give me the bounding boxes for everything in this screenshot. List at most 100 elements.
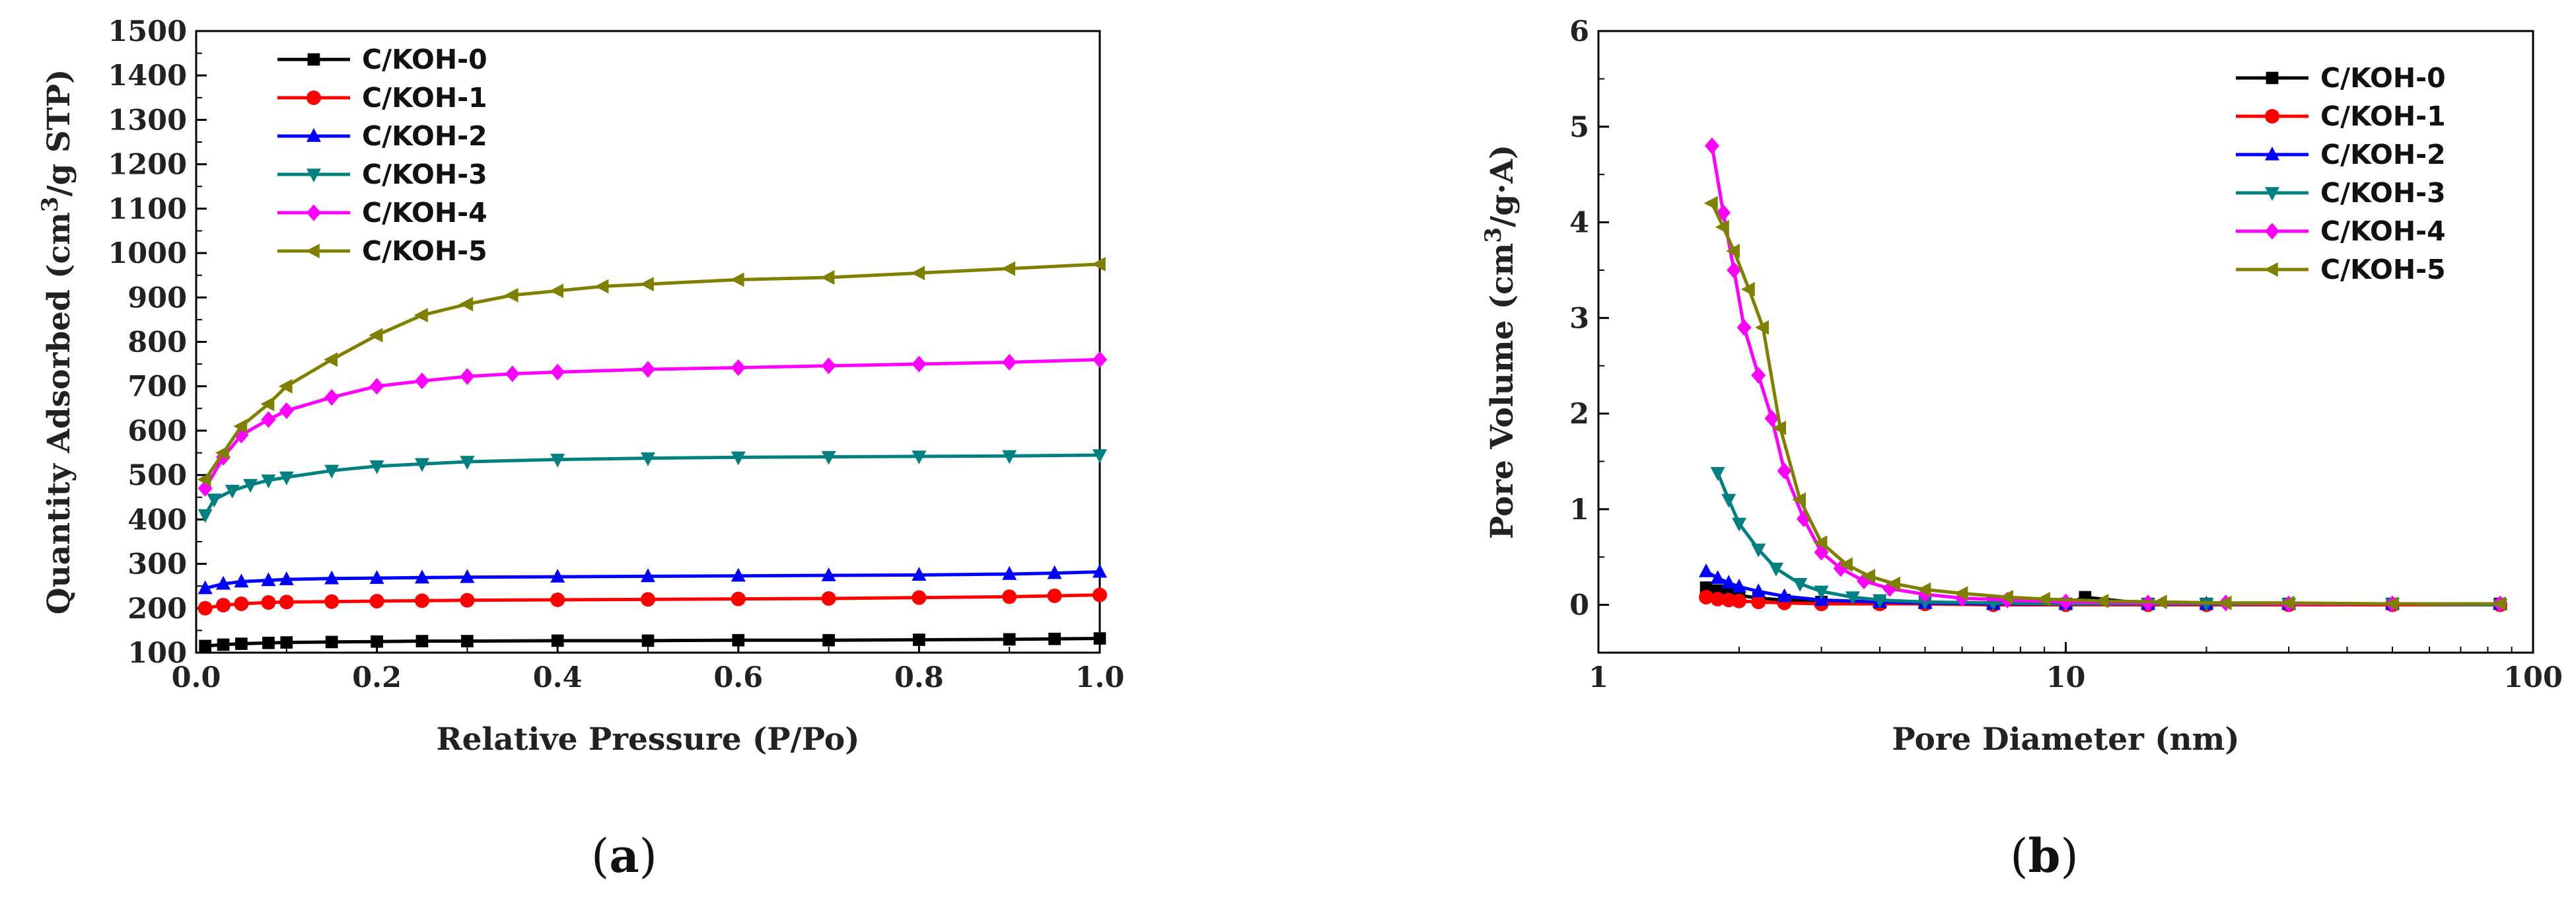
data-point-c-koh-0 (1003, 633, 1016, 646)
data-point-c-koh-1 (324, 594, 340, 609)
y-tick-label: 400 (127, 503, 187, 536)
y-tick-label: 600 (127, 415, 187, 448)
data-point-c-koh-5 (2217, 595, 2232, 610)
x-tick-label: 100 (2503, 661, 2563, 694)
data-point-c-koh-4 (324, 388, 340, 406)
data-point-c-koh-1 (197, 600, 213, 616)
series-line-c-koh-3 (1716, 472, 2501, 607)
data-point-c-koh-4 (731, 359, 746, 377)
data-point-c-koh-2 (279, 571, 294, 585)
panel-a-caption-letter: a (609, 828, 639, 883)
y-tick-label: 200 (127, 593, 187, 626)
data-point-c-koh-4 (821, 357, 836, 375)
data-point-c-koh-5 (1838, 557, 1853, 572)
data-point-c-koh-3 (279, 471, 294, 486)
data-point-c-koh-4 (505, 365, 520, 382)
data-point-c-koh-0 (280, 636, 293, 649)
y-tick-label: 300 (127, 548, 187, 581)
series-c-koh-4 (197, 351, 1107, 497)
data-point-c-koh-5 (1091, 256, 1106, 272)
data-point-c-koh-5 (1703, 196, 1718, 211)
x-tick-label: 0.2 (352, 661, 402, 694)
data-point-c-koh-0 (1048, 632, 1061, 645)
data-point-c-koh-3 (641, 452, 655, 466)
data-point-c-koh-3 (1845, 591, 1860, 606)
data-point-c-koh-0 (199, 639, 212, 653)
data-point-c-koh-0 (217, 638, 230, 651)
data-point-c-koh-5 (1001, 261, 1015, 276)
y-tick-label: 100 (127, 637, 187, 670)
data-point-c-koh-1 (912, 590, 927, 605)
data-point-c-koh-4 (1092, 351, 1107, 369)
legend-item-c-koh-0: C/KOH-0 (2236, 62, 2446, 94)
data-point-c-koh-4 (1002, 353, 1017, 371)
x-tick-label: 1.0 (1075, 661, 1125, 694)
data-point-c-koh-0 (913, 634, 925, 646)
panel-b-series-group (1699, 137, 2508, 613)
data-point-c-koh-4 (1727, 262, 1742, 279)
data-point-c-koh-3 (225, 484, 240, 499)
legend-swatch-marker (2265, 109, 2279, 124)
panel-a-legend: C/KOH-0 C/KOH-1 C/KOH-2 C/KOH-3 C/KOH-4 C/KOH… (277, 44, 487, 267)
legend-label: C/KOH-5 (362, 235, 487, 267)
data-point-c-koh-1 (279, 595, 294, 610)
y-tick-label: 700 (127, 371, 187, 404)
data-point-c-koh-1 (1047, 588, 1062, 603)
legend-item-c-koh-2: C/KOH-2 (2236, 139, 2446, 170)
data-point-c-koh-1 (550, 593, 565, 608)
data-point-c-koh-5 (1813, 535, 1828, 550)
panel-a-series-group (197, 256, 1107, 653)
data-point-c-koh-0 (415, 635, 429, 647)
legend-label: C/KOH-0 (362, 44, 487, 75)
y-tick-label: 1 (1569, 493, 1589, 526)
data-point-c-koh-2 (1092, 563, 1107, 578)
data-point-c-koh-3 (261, 474, 276, 489)
data-point-c-koh-5 (2280, 595, 2295, 610)
data-point-c-koh-2 (460, 569, 475, 583)
panel-b-caption: (b) (2010, 828, 2079, 883)
legend-item-c-koh-1: C/KOH-1 (277, 82, 487, 114)
data-point-c-koh-3 (369, 460, 384, 474)
data-point-c-koh-3 (1092, 449, 1107, 463)
data-point-c-koh-5 (1726, 243, 1740, 258)
data-point-c-koh-1 (1721, 593, 1736, 608)
data-point-c-koh-2 (1002, 565, 1017, 580)
data-point-c-koh-3 (1814, 585, 1829, 600)
y-tick-label: 1100 (108, 193, 187, 226)
data-point-c-koh-5 (730, 272, 744, 287)
series-line-c-koh-3 (203, 453, 1100, 516)
y-tick-label: 6 (1569, 15, 1589, 48)
panel-a-y-label-unit: /g STP) (41, 69, 77, 197)
data-point-c-koh-0 (1093, 632, 1106, 645)
data-point-c-koh-3 (1917, 596, 1933, 610)
legend-item-c-koh-3: C/KOH-3 (2236, 177, 2446, 209)
data-point-c-koh-4 (1777, 462, 1792, 480)
panel-b-y-axis-label: Pore Volume (cm3/g·A) (1480, 145, 1521, 539)
data-point-c-koh-0 (551, 634, 564, 647)
data-point-c-koh-1 (261, 595, 276, 610)
y-tick-label: 800 (127, 326, 187, 359)
series-line-c-koh-4 (1710, 145, 2501, 606)
data-point-c-koh-3 (550, 453, 565, 468)
panel-a-axis-ticks: 0.0 0.2 0.4 0.6 0.8 1.0 100 200 300 400 500 600 700 8… (108, 15, 1124, 694)
legend-item-c-koh-5: C/KOH-5 (277, 235, 487, 267)
data-point-c-koh-5 (594, 279, 609, 294)
data-point-c-koh-2 (550, 568, 565, 583)
data-point-c-koh-3 (1768, 562, 1783, 577)
x-tick-label: 1 (1589, 661, 1608, 694)
data-point-c-koh-3 (1793, 577, 1808, 592)
data-point-c-koh-1 (1699, 590, 1714, 605)
y-tick-label: 1300 (108, 104, 187, 137)
data-point-c-koh-5 (197, 472, 211, 487)
data-point-c-koh-3 (1751, 543, 1766, 558)
y-tick-label: 1200 (108, 149, 187, 182)
data-point-c-koh-5 (1917, 582, 1931, 597)
data-point-c-koh-2 (641, 568, 655, 583)
data-point-c-koh-2 (197, 580, 213, 595)
data-point-c-koh-3 (912, 451, 927, 465)
data-point-c-koh-5 (1999, 590, 2013, 605)
panel-b-y-label-unit: /g·A) (1484, 145, 1521, 227)
legend-swatch-marker (2264, 262, 2278, 277)
data-point-c-koh-2 (324, 570, 340, 585)
